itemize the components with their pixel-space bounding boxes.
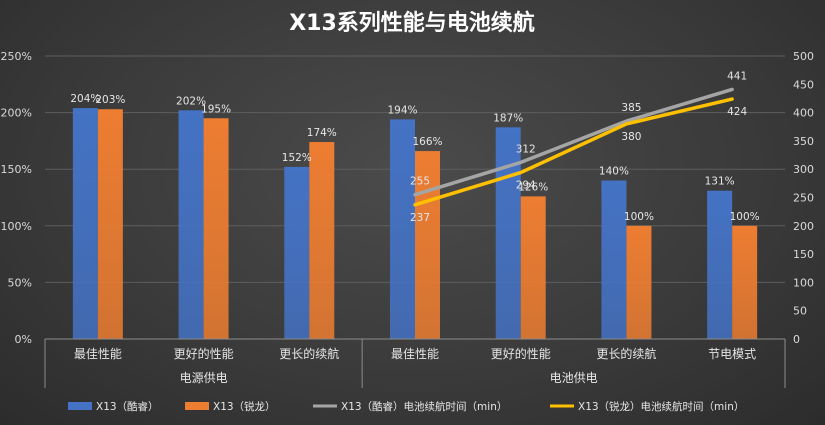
bar — [707, 190, 733, 339]
axes: 0% 50% 100% 150% 200% 250% 0 50 100 150 200 250 300 3… — [1, 50, 814, 388]
y-right-tick-label: 400 — [793, 107, 814, 120]
y-right-tick-label: 450 — [793, 78, 814, 91]
data-label: 194% — [387, 104, 417, 116]
bar — [72, 108, 98, 340]
data-label: 202% — [176, 95, 206, 107]
data-labels: 204% 202% 152% 194% 187% 140% 131% 203% 195% 174%… — [70, 70, 759, 223]
legend: X13（酷睿） X13（锐龙） X13（酷睿）电池续航时间（min） X13（锐龙）电… — [68, 400, 744, 413]
bar — [309, 142, 335, 339]
x-group-label: 电源供电 — [180, 371, 228, 385]
y-right-tick-label: 100 — [793, 276, 814, 289]
y-right-tick-label: 0 — [793, 333, 800, 346]
data-label: 100% — [730, 211, 760, 223]
data-label: 204% — [70, 93, 100, 105]
data-label: 312 — [516, 143, 536, 155]
data-label: 237 — [410, 212, 430, 224]
series-line — [413, 97, 734, 207]
data-label: 152% — [282, 152, 312, 164]
data-label: 174% — [307, 127, 337, 139]
y-left-tick-label: 150% — [1, 163, 32, 176]
data-label: 126% — [518, 181, 548, 193]
bar — [97, 109, 123, 339]
data-label: 140% — [599, 166, 629, 178]
y-left-tick-label: 200% — [1, 107, 32, 120]
series-line — [413, 87, 734, 197]
y-right-tick-label: 150 — [793, 248, 814, 261]
y-right-tick-label: 200 — [793, 220, 814, 233]
x-category-label: 更好的性能 — [174, 346, 234, 361]
x-category-label: 最佳性能 — [391, 347, 439, 361]
x-category-label: 更长的续航 — [279, 346, 339, 361]
data-label: 294 — [516, 180, 536, 192]
y-right-tick-label: 300 — [793, 163, 814, 176]
data-label: 195% — [201, 103, 231, 115]
line-series — [413, 87, 734, 207]
chart-title: X13系列性能与电池续航 — [289, 10, 535, 36]
x-category-label: 更长的续航 — [596, 346, 656, 361]
bar — [284, 166, 310, 339]
data-label: 424 — [727, 106, 747, 118]
data-label: 255 — [410, 176, 430, 188]
legend-swatch — [68, 402, 92, 410]
y-left-tick-label: 250% — [1, 50, 32, 63]
data-label: 166% — [412, 136, 442, 148]
bar — [520, 196, 546, 339]
legend-item-label: X13（酷睿）电池续航时间（min） — [341, 400, 507, 413]
x-category-label: 节电模式 — [708, 347, 756, 361]
legend-item-label: X13（酷睿） — [96, 400, 159, 413]
data-label: 203% — [95, 94, 125, 106]
y-right-tick-label: 250 — [793, 192, 814, 205]
data-label: 187% — [493, 112, 523, 124]
data-label: 131% — [705, 176, 735, 188]
bar — [203, 118, 229, 339]
legend-item-label: X13（锐龙）电池续航时间（min） — [578, 400, 744, 413]
x-group-label: 电池供电 — [550, 371, 598, 385]
x-category-label: 更好的性能 — [491, 346, 551, 361]
x-category-label: 最佳性能 — [74, 347, 122, 361]
y-right-tick-label: 50 — [793, 305, 807, 318]
legend-swatch — [185, 402, 209, 410]
y-left-tick-label: 50% — [8, 276, 32, 289]
data-label: 380 — [621, 131, 641, 143]
y-left-tick-label: 100% — [1, 220, 32, 233]
bar — [415, 151, 440, 339]
data-label: 441 — [727, 70, 747, 82]
bar — [601, 180, 627, 339]
data-label: 385 — [621, 102, 641, 114]
data-label: 100% — [624, 211, 654, 223]
y-right-tick-label: 500 — [793, 50, 814, 63]
bar — [495, 127, 521, 339]
y-right-tick-label: 350 — [793, 135, 814, 148]
bar — [178, 110, 204, 339]
y-left-tick-label: 0% — [15, 333, 32, 346]
bar — [390, 119, 415, 339]
bar — [732, 225, 758, 339]
legend-item-label: X13（锐龙） — [213, 400, 276, 413]
bar-series — [72, 108, 758, 340]
bar — [626, 225, 652, 339]
